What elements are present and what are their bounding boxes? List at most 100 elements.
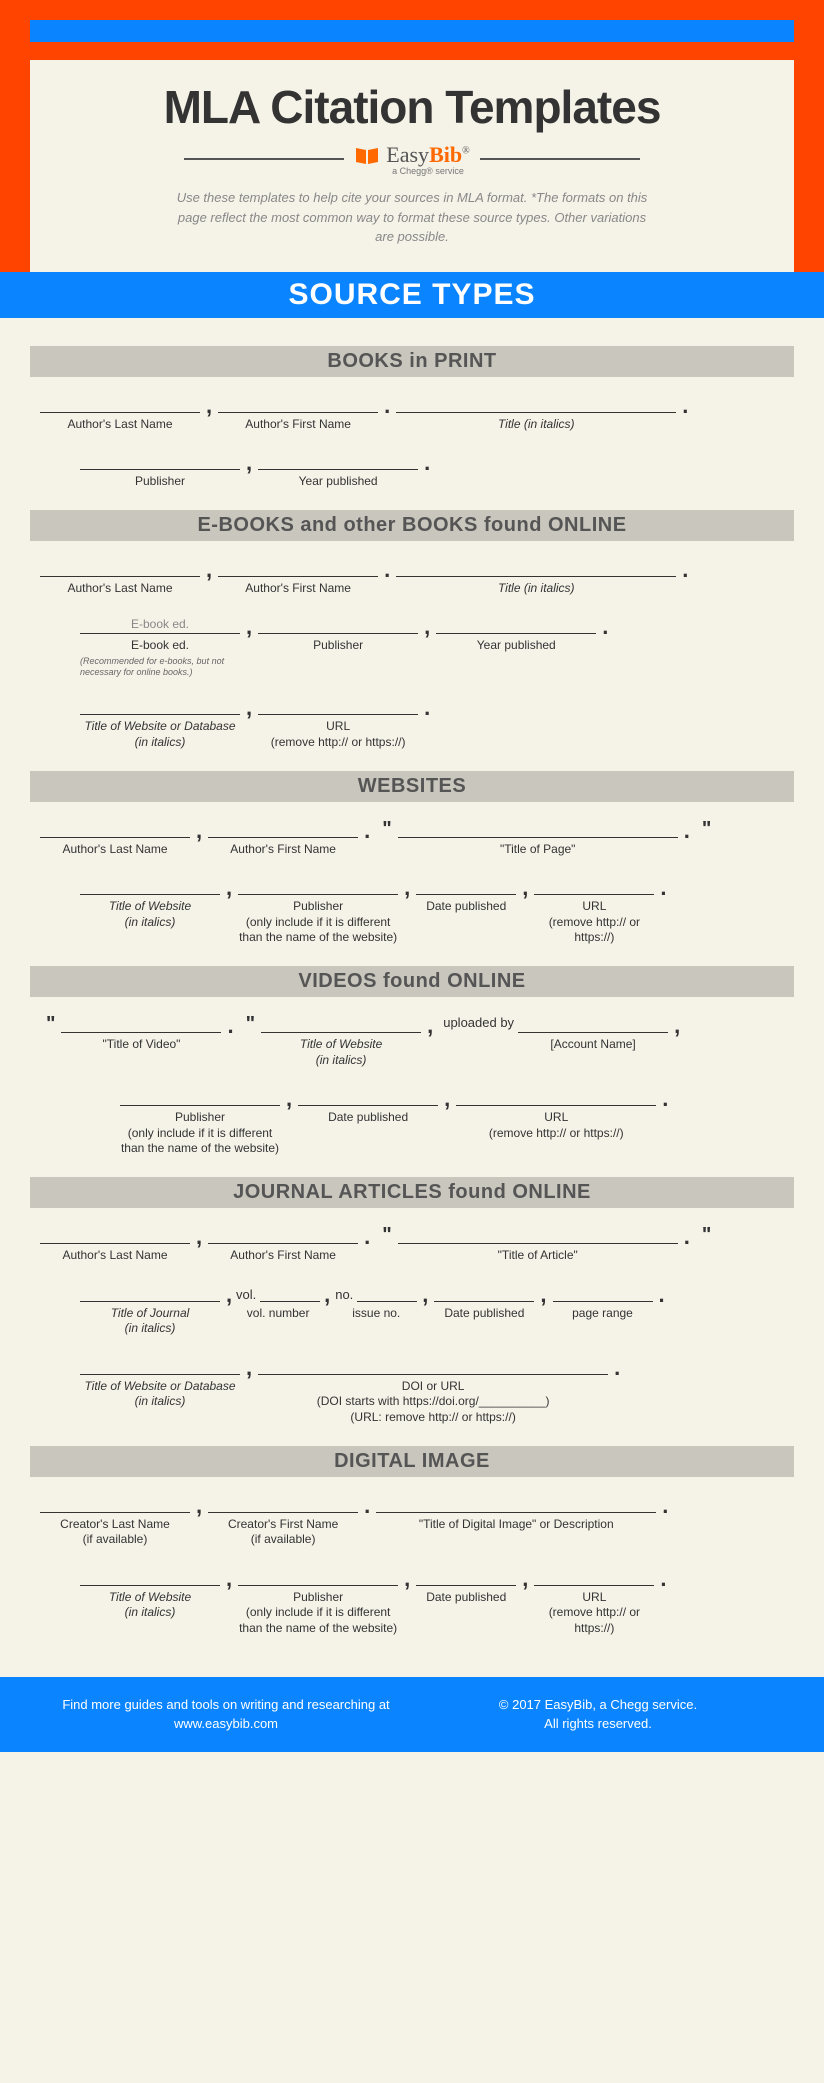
field-publisher: Publisher(only include if it is differen…: [238, 877, 398, 946]
header-box: MLA Citation Templates EasyBib® a Chegg®…: [30, 60, 794, 272]
field-publisher: Publisher: [80, 452, 240, 490]
field-site-title: Title of Website(in italics): [80, 877, 220, 930]
books-row2: Publisher , Year published .: [30, 452, 794, 490]
punct-comma: ,: [200, 557, 218, 583]
field-pages: page range: [553, 1284, 653, 1322]
field-ebook-ed: E-book ed.E-book ed.(Recommended for e-b…: [80, 616, 240, 677]
punct-comma: ,: [240, 614, 258, 640]
punct-comma: ,: [280, 1086, 298, 1112]
field-author-first: Author's First Name: [208, 1226, 358, 1264]
field-doi-url: DOI or URL(DOI starts with https://doi.o…: [258, 1357, 608, 1426]
punct-period: .: [654, 1566, 672, 1592]
field-image-title: "Title of Digital Image" or Description: [376, 1495, 656, 1533]
field-site-db: Title of Website or Database(in italics): [80, 697, 240, 750]
field-url: URL(remove http:// or https://): [534, 1568, 654, 1637]
field-video-title: "Title of Video": [61, 1015, 221, 1053]
logo-line-left: [184, 158, 344, 160]
punct-period: .: [653, 1282, 671, 1308]
punct-comma: ,: [418, 614, 436, 640]
logo-center: EasyBib® a Chegg® service: [354, 142, 469, 176]
footer-left: Find more guides and tools on writing an…: [40, 1695, 412, 1734]
brand-easy: Easy: [386, 142, 429, 167]
uploaded-by-text: uploaded by: [439, 1015, 518, 1030]
punct-comma: ,: [398, 1566, 416, 1592]
punct-comma: ,: [220, 875, 238, 901]
footer-right: © 2017 EasyBib, a Chegg service. All rig…: [412, 1695, 784, 1734]
punct-quote-open: ": [376, 818, 397, 841]
ebooks-row2: E-book ed.E-book ed.(Recommended for e-b…: [30, 616, 794, 677]
punct-comma: ,: [398, 875, 416, 901]
punct-period: .: [358, 818, 376, 844]
punct-quote-close: ": [696, 818, 717, 841]
field-vol: vol.vol. number: [238, 1284, 318, 1322]
punct-comma: ,: [534, 1282, 552, 1308]
field-author-last: Author's Last Name: [40, 820, 190, 858]
punct-comma: ,: [240, 450, 258, 476]
punct-comma: ,: [190, 1493, 208, 1519]
field-year: Year published: [258, 452, 418, 490]
content-area: BOOKS in PRINT Author's Last Name , Auth…: [0, 318, 824, 1677]
field-author-first: Author's First Name: [218, 395, 378, 433]
field-author-last: Author's Last Name: [40, 559, 200, 597]
main-title: MLA Citation Templates: [70, 80, 754, 134]
punct-period: .: [654, 875, 672, 901]
image-row2: Title of Website(in italics) , Publisher…: [30, 1568, 794, 1637]
punct-comma: ,: [318, 1282, 336, 1308]
field-site-title: Title of Website(in italics): [80, 1568, 220, 1621]
punct-comma: ,: [421, 1013, 439, 1039]
punct-period: .: [656, 1493, 674, 1519]
punct-period: .: [656, 1086, 674, 1112]
field-creator-last: Creator's Last Name(if available): [40, 1495, 190, 1548]
field-account: [Account Name]: [518, 1015, 668, 1053]
punct-quote-open: ": [376, 1224, 397, 1247]
websites-row1: Author's Last Name , Author's First Name…: [30, 820, 794, 858]
punct-comma: ,: [668, 1013, 686, 1039]
videos-row2: Publisher(only include if it is differen…: [30, 1088, 794, 1157]
videos-row1: " "Title of Video" . " Title of Website(…: [30, 1015, 794, 1068]
field-journal-title: Title of Journal(in italics): [80, 1284, 220, 1337]
punct-quote-open: ": [40, 1013, 61, 1036]
field-site-db: Title of Website or Database(in italics): [80, 1357, 240, 1410]
source-types-bar: SOURCE TYPES: [0, 272, 824, 318]
punct-period: .: [358, 1493, 376, 1519]
punct-quote-close: ": [240, 1013, 261, 1036]
punct-comma: ,: [220, 1566, 238, 1592]
punct-comma: ,: [240, 1355, 258, 1381]
field-date: Date published: [298, 1088, 438, 1126]
logo-row: EasyBib® a Chegg® service: [70, 142, 754, 176]
punct-period: .: [678, 818, 696, 844]
field-date: Date published: [416, 1568, 516, 1606]
brand-text: EasyBib®: [386, 142, 469, 168]
brand-bib: Bib: [429, 142, 462, 167]
punct-period: .: [418, 450, 436, 476]
punct-period: .: [608, 1355, 626, 1381]
field-date: Date published: [434, 1284, 534, 1322]
field-article-title: "Title of Article": [398, 1226, 678, 1264]
punct-period: .: [596, 614, 614, 640]
punct-period: .: [418, 695, 436, 721]
ebooks-row3: Title of Website or Database(in italics)…: [30, 697, 794, 750]
book-icon: [354, 146, 380, 172]
section-ebooks: E-BOOKS and other BOOKS found ONLINE: [30, 510, 794, 541]
ebooks-row1: Author's Last Name , Author's First Name…: [30, 559, 794, 597]
field-site-title: Title of Website(in italics): [261, 1015, 421, 1068]
punct-comma: ,: [190, 818, 208, 844]
punct-comma: ,: [200, 393, 218, 419]
punct-comma: ,: [516, 1566, 534, 1592]
field-publisher: Publisher(only include if it is differen…: [120, 1088, 280, 1157]
intro-text: Use these templates to help cite your so…: [172, 188, 652, 247]
punct-period: .: [378, 557, 396, 583]
websites-row2: Title of Website(in italics) , Publisher…: [30, 877, 794, 946]
section-websites: WEBSITES: [30, 771, 794, 802]
brand-sub: a Chegg® service: [386, 166, 469, 176]
punct-period: .: [378, 393, 396, 419]
image-row1: Creator's Last Name(if available) , Crea…: [30, 1495, 794, 1548]
punct-comma: ,: [438, 1086, 456, 1112]
journals-row1: Author's Last Name , Author's First Name…: [30, 1226, 794, 1264]
field-year: Year published: [436, 616, 596, 654]
field-url: URL(remove http:// or https://): [456, 1088, 656, 1141]
punct-comma: ,: [240, 695, 258, 721]
section-journals: JOURNAL ARTICLES found ONLINE: [30, 1177, 794, 1208]
field-title: Title (in italics): [396, 559, 676, 597]
field-author-first: Author's First Name: [218, 559, 378, 597]
